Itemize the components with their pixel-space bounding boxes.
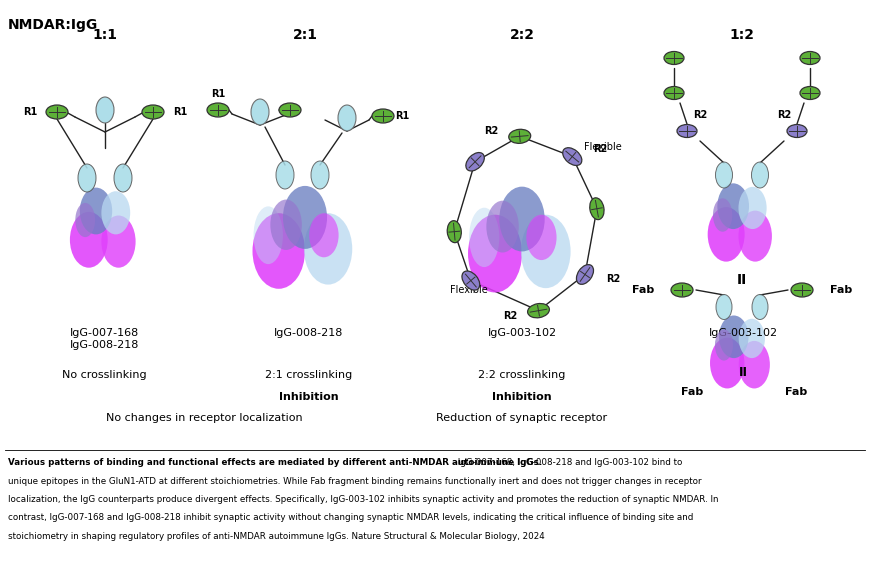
Text: R1: R1	[23, 107, 37, 117]
Text: Various patterns of binding and functional effects are mediated by different ant: Various patterns of binding and function…	[8, 458, 541, 467]
Ellipse shape	[303, 213, 352, 284]
Text: unique epitopes in the GluN1-ATD at different stoichiometries. While Fab fragmen: unique epitopes in the GluN1-ATD at diff…	[8, 477, 700, 486]
Text: R2: R2	[484, 127, 498, 136]
Text: 1:2: 1:2	[729, 28, 753, 42]
Ellipse shape	[717, 184, 748, 229]
Text: R1: R1	[210, 89, 225, 99]
Ellipse shape	[465, 153, 484, 171]
Ellipse shape	[461, 271, 479, 290]
Ellipse shape	[142, 105, 164, 119]
Text: IgG-007-168, IgG-008-218 and IgG-003-102 bind to: IgG-007-168, IgG-008-218 and IgG-003-102…	[454, 458, 681, 467]
Ellipse shape	[46, 105, 68, 119]
Ellipse shape	[252, 213, 305, 289]
Text: R1: R1	[395, 111, 408, 121]
Text: contrast, IgG-007-168 and IgG-008-218 inhibit synaptic activity without changing: contrast, IgG-007-168 and IgG-008-218 in…	[8, 514, 693, 523]
Ellipse shape	[508, 129, 530, 144]
Ellipse shape	[751, 162, 767, 188]
Ellipse shape	[718, 315, 747, 358]
Ellipse shape	[670, 283, 693, 297]
Text: NMDAR:IgG: NMDAR:IgG	[8, 18, 98, 32]
Ellipse shape	[712, 198, 732, 232]
Ellipse shape	[78, 164, 96, 192]
Text: Fab: Fab	[829, 285, 852, 295]
Ellipse shape	[715, 295, 731, 320]
Ellipse shape	[70, 212, 108, 268]
Text: II: II	[739, 365, 747, 378]
Text: R2: R2	[593, 144, 607, 153]
Text: 2:2 crosslinking: 2:2 crosslinking	[478, 370, 565, 380]
Ellipse shape	[786, 124, 806, 137]
Text: R2: R2	[692, 110, 706, 120]
Ellipse shape	[486, 201, 518, 253]
Ellipse shape	[663, 51, 683, 64]
Text: IgG-008-218: IgG-008-218	[274, 328, 343, 338]
Text: Fab: Fab	[784, 387, 806, 397]
Ellipse shape	[207, 103, 229, 117]
Ellipse shape	[738, 210, 771, 262]
Text: R2: R2	[605, 275, 620, 284]
Text: Fab: Fab	[631, 285, 653, 295]
Ellipse shape	[799, 87, 819, 100]
Text: R2: R2	[776, 110, 790, 120]
Ellipse shape	[751, 295, 767, 320]
Ellipse shape	[76, 203, 95, 237]
Text: II: II	[736, 273, 746, 287]
Text: IgG-003-102: IgG-003-102	[708, 328, 778, 338]
Ellipse shape	[275, 161, 294, 189]
Ellipse shape	[80, 188, 112, 234]
Text: IgG-007-168
IgG-008-218: IgG-007-168 IgG-008-218	[70, 328, 139, 349]
Ellipse shape	[270, 200, 302, 250]
Text: 1:1: 1:1	[92, 28, 117, 42]
Text: 2:1 crosslinking: 2:1 crosslinking	[265, 370, 352, 380]
Ellipse shape	[468, 215, 521, 292]
Text: Flexible: Flexible	[583, 142, 621, 152]
Ellipse shape	[282, 186, 327, 249]
Ellipse shape	[676, 124, 696, 137]
Ellipse shape	[447, 221, 461, 243]
Ellipse shape	[527, 303, 548, 318]
Ellipse shape	[709, 337, 744, 389]
Ellipse shape	[799, 51, 819, 64]
Ellipse shape	[114, 164, 132, 192]
Ellipse shape	[714, 162, 732, 188]
Ellipse shape	[738, 341, 769, 389]
Text: IgG-003-102: IgG-003-102	[487, 328, 556, 338]
Ellipse shape	[589, 198, 603, 219]
Ellipse shape	[96, 97, 114, 123]
Ellipse shape	[663, 87, 683, 100]
Text: Flexible: Flexible	[449, 285, 488, 295]
Ellipse shape	[714, 329, 733, 361]
Ellipse shape	[526, 215, 556, 260]
Ellipse shape	[521, 215, 570, 288]
Text: Inhibition: Inhibition	[279, 392, 338, 402]
Ellipse shape	[279, 103, 301, 117]
Ellipse shape	[372, 109, 394, 123]
Text: Reduction of synaptic receptor: Reduction of synaptic receptor	[436, 413, 607, 423]
Ellipse shape	[102, 215, 136, 268]
Text: localization, the IgG counterparts produce divergent effects. Specifically, IgG-: localization, the IgG counterparts produ…	[8, 495, 718, 504]
Ellipse shape	[251, 99, 269, 125]
Text: Inhibition: Inhibition	[492, 392, 551, 402]
Ellipse shape	[562, 148, 581, 165]
Ellipse shape	[738, 319, 764, 358]
Ellipse shape	[468, 207, 499, 267]
Ellipse shape	[706, 207, 744, 262]
Text: R2: R2	[503, 311, 517, 321]
Ellipse shape	[338, 105, 355, 131]
Ellipse shape	[253, 206, 282, 264]
Ellipse shape	[576, 264, 593, 284]
Ellipse shape	[102, 191, 130, 234]
Text: Fab: Fab	[680, 387, 702, 397]
Text: 2:1: 2:1	[292, 28, 317, 42]
Ellipse shape	[738, 187, 766, 229]
Text: 2:2: 2:2	[509, 28, 534, 42]
Ellipse shape	[310, 161, 328, 189]
Ellipse shape	[790, 283, 812, 297]
Text: No changes in receptor localization: No changes in receptor localization	[106, 413, 302, 423]
Ellipse shape	[308, 213, 338, 257]
Text: R1: R1	[173, 107, 187, 117]
Ellipse shape	[499, 186, 544, 251]
Text: stoichiometry in shaping regulatory profiles of anti-NMDAR autoimmune IgGs. Natu: stoichiometry in shaping regulatory prof…	[8, 532, 544, 541]
Text: No crosslinking: No crosslinking	[62, 370, 147, 380]
